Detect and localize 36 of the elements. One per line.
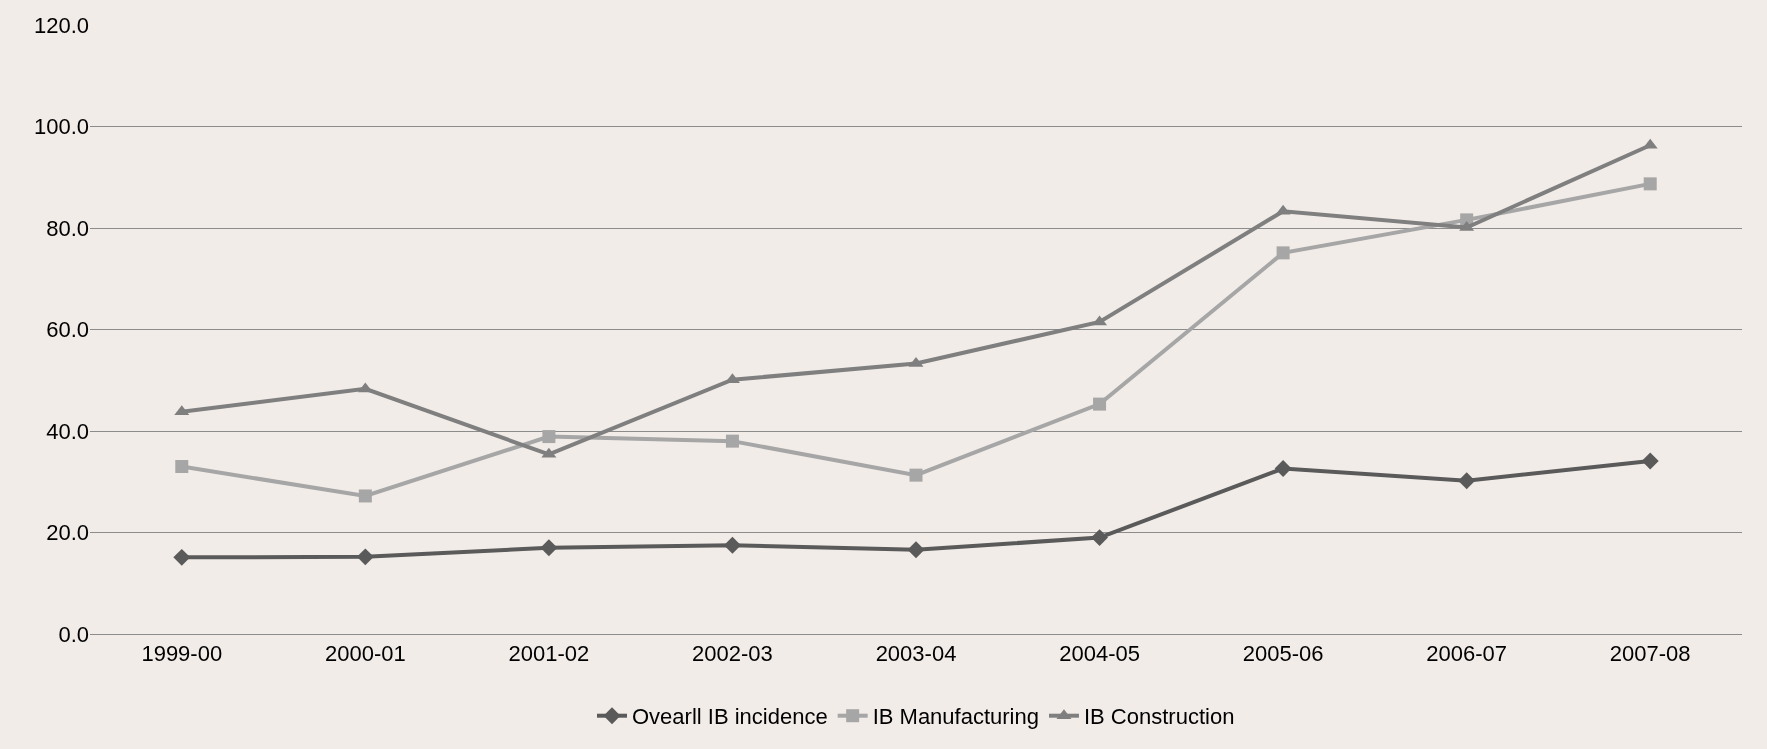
- x-tick-label: 2006-07: [1426, 641, 1508, 667]
- point: [907, 541, 925, 559]
- point: [725, 434, 739, 448]
- point: [1274, 460, 1292, 477]
- y-tick-label: 80.0: [46, 215, 89, 241]
- point: [540, 539, 558, 557]
- point: [1093, 397, 1107, 411]
- legend-label: Ovearll IB incidence: [632, 704, 828, 730]
- point: [173, 548, 191, 566]
- point: [175, 460, 189, 474]
- point: [356, 548, 374, 566]
- x-tick-label: 2002-03: [692, 641, 773, 667]
- y-tick-label: 120.0: [33, 12, 89, 38]
- x-tick-label: 2000-01: [324, 641, 406, 667]
- y-tick-label: 100.0: [33, 114, 89, 140]
- y-tick-label: 0.0: [58, 621, 89, 647]
- x-tick-label: 2004-05: [1059, 641, 1140, 667]
- x-tick-label: 2007-08: [1609, 641, 1691, 667]
- legend-label: IB Construction: [1083, 704, 1235, 730]
- x-tick-label: 2005-06: [1242, 641, 1324, 667]
- point: [542, 430, 556, 444]
- x-tick-label: 2001-02: [508, 641, 590, 667]
- y-tick-label: 40.0: [46, 418, 89, 444]
- y-tick-label: 20.0: [46, 520, 89, 546]
- point: [1091, 529, 1109, 547]
- point: [358, 489, 372, 503]
- point: [909, 468, 923, 482]
- y-tick-label: 60.0: [46, 317, 89, 343]
- legend-label: IB Manufacturing: [872, 704, 1039, 730]
- point: [1458, 472, 1476, 490]
- point: [1641, 452, 1659, 470]
- point: [1276, 246, 1290, 260]
- point: [1643, 177, 1657, 191]
- point: [723, 536, 741, 554]
- x-tick-label: 1999-00: [141, 641, 223, 667]
- x-tick-label: 2003-04: [875, 641, 957, 667]
